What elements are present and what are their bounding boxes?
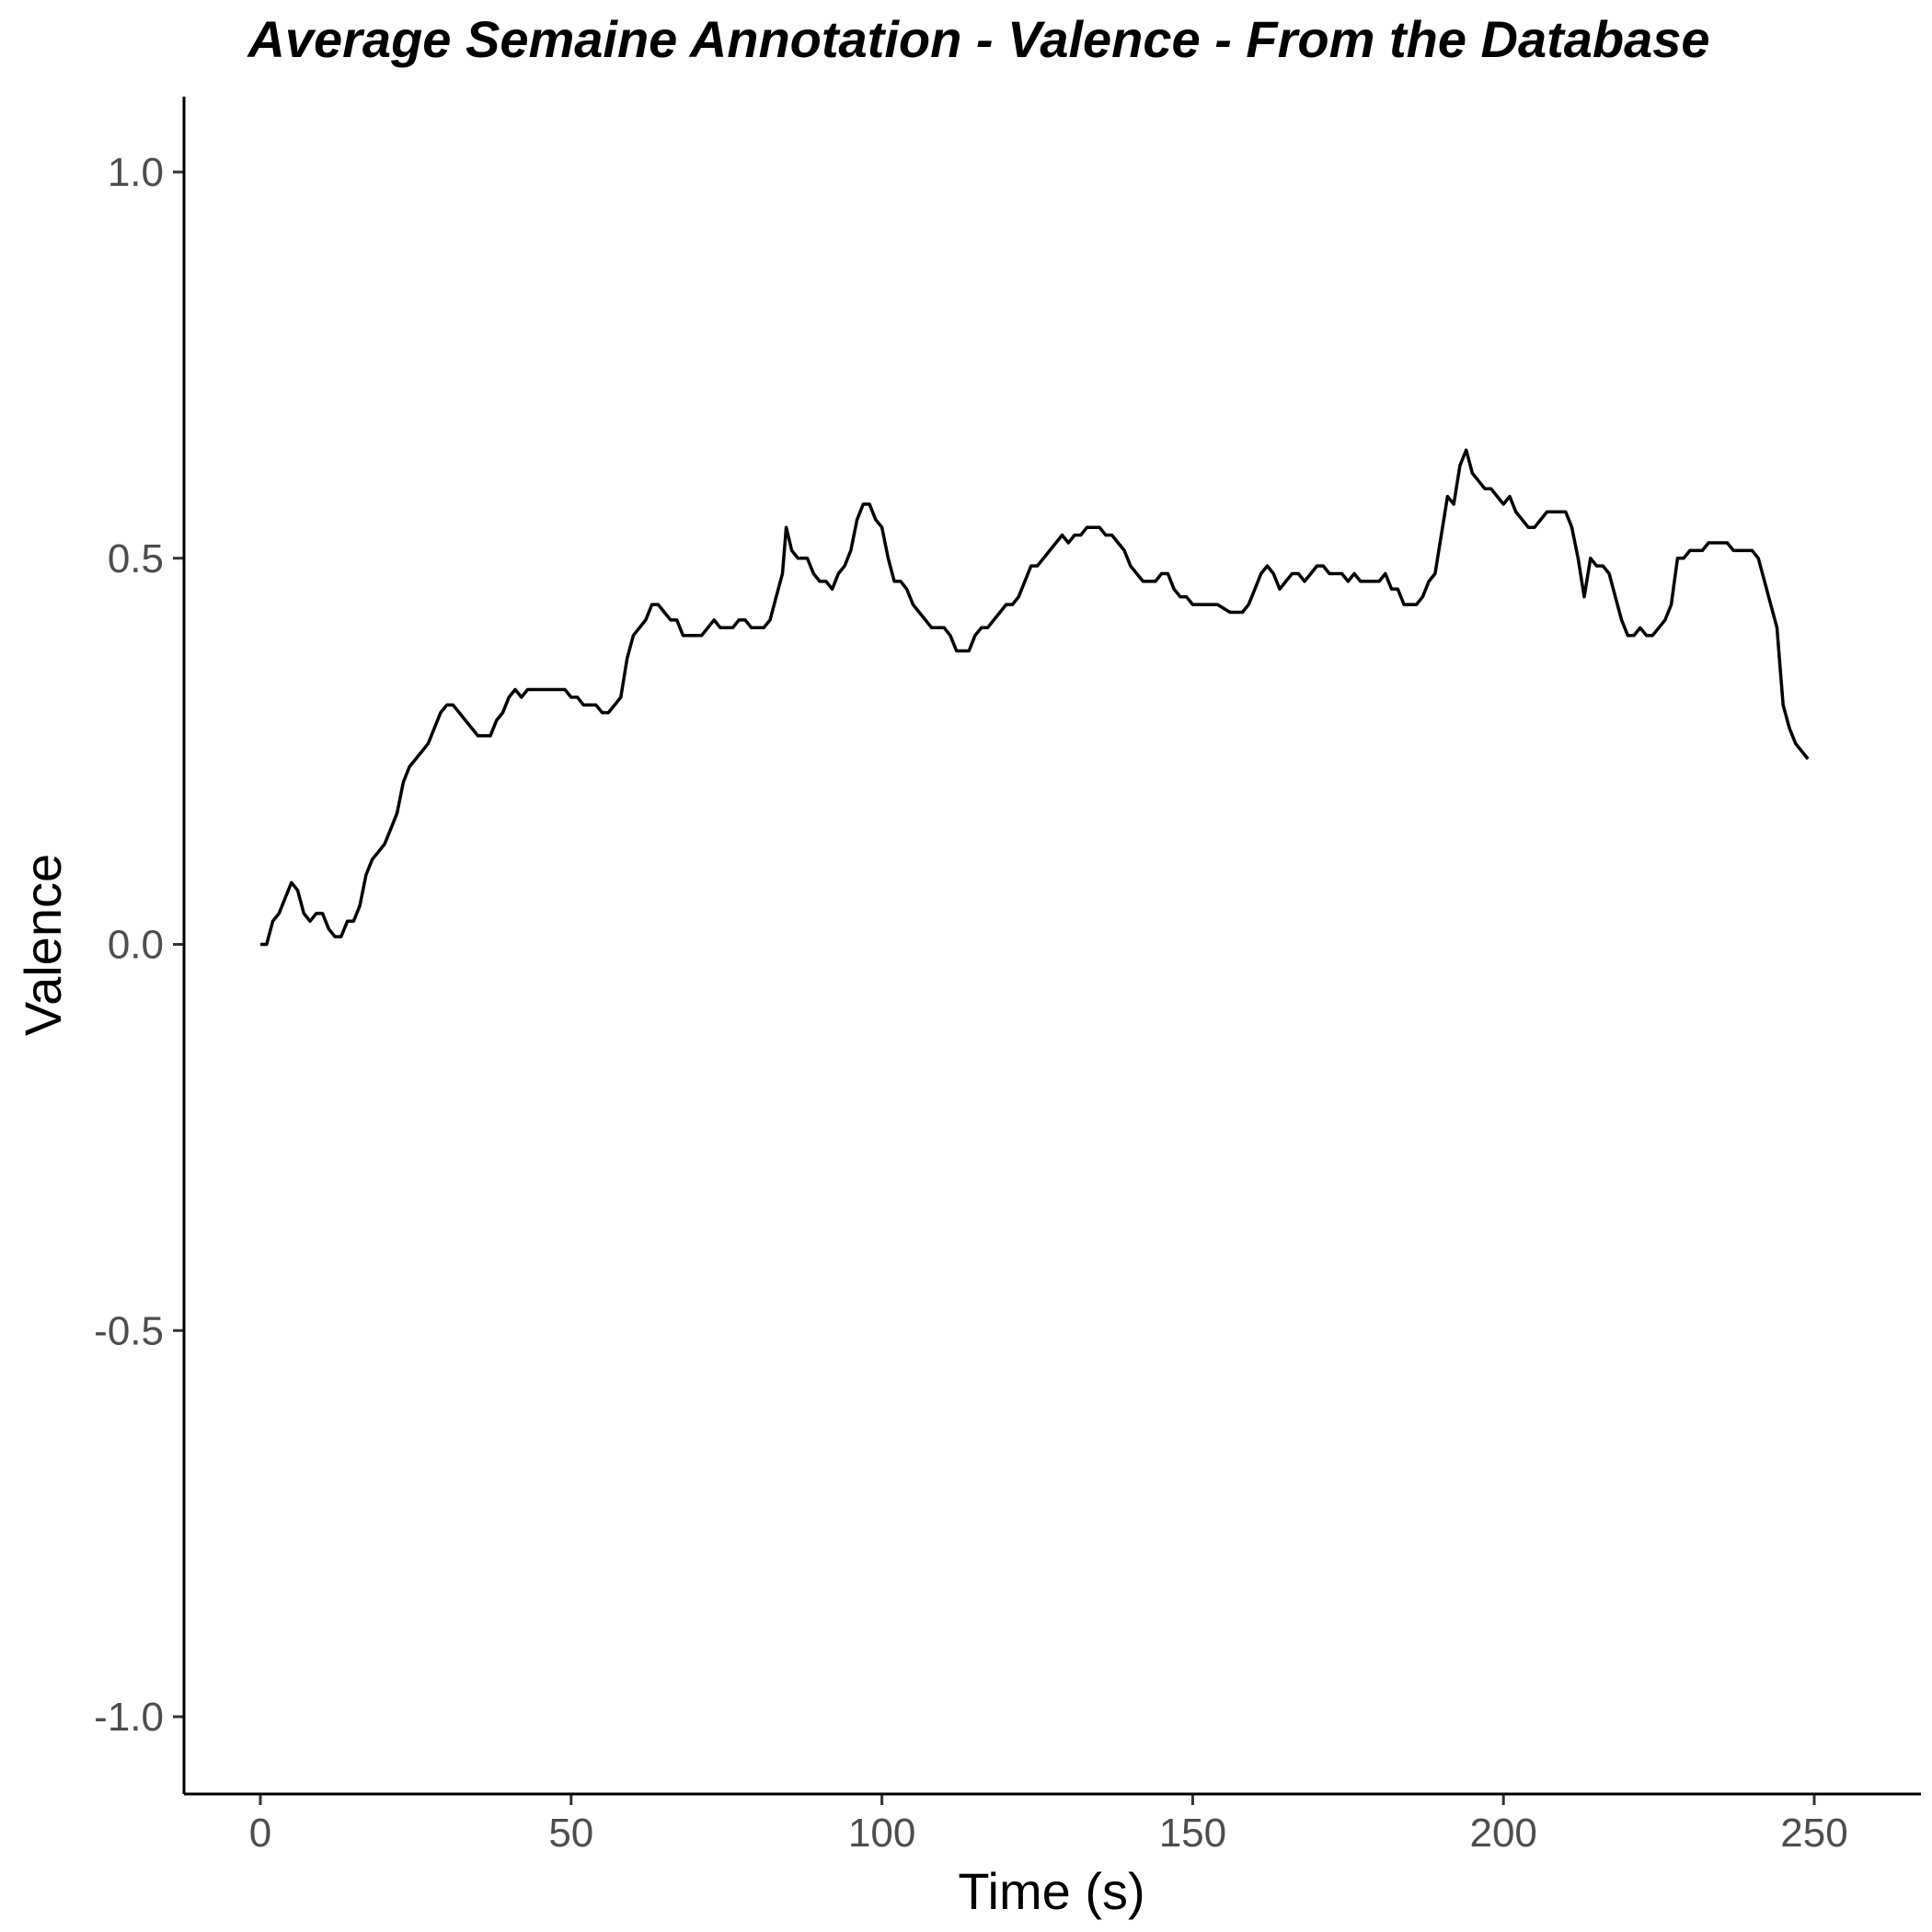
y-axis-ticks: -1.0 -0.5 0.0 0.5 1.0: [94, 150, 184, 1740]
x-tick-label: 100: [848, 1811, 915, 1856]
x-tick-label: 200: [1469, 1811, 1536, 1856]
x-axis-ticks: 0 50 100 150 200 250: [249, 1794, 1848, 1856]
x-tick-label: 0: [249, 1811, 271, 1856]
x-axis-title: Time (s): [958, 1862, 1144, 1920]
y-tick-label: 1.0: [108, 150, 164, 195]
valence-series-line: [260, 448, 1810, 947]
x-tick-label: 250: [1780, 1811, 1847, 1856]
y-tick-label: 0.5: [108, 536, 164, 581]
y-axis-title: Valence: [14, 854, 72, 1036]
y-tick-label: -1.0: [94, 1695, 164, 1740]
x-tick-label: 150: [1159, 1811, 1226, 1856]
x-tick-label: 50: [548, 1811, 593, 1856]
chart-title: Average Semaine Annotation - Valence - F…: [246, 10, 1709, 68]
y-tick-label: -0.5: [94, 1308, 164, 1353]
y-tick-label: 0.0: [108, 923, 164, 968]
